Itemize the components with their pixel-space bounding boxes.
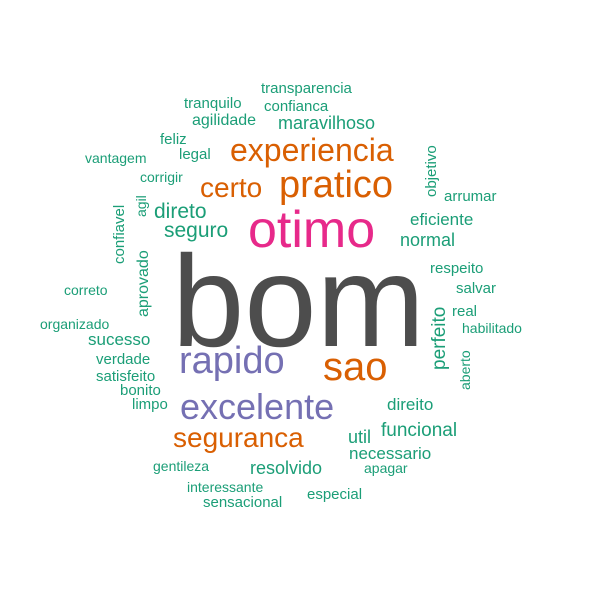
word-excelente: excelente bbox=[180, 386, 335, 427]
word-bom: bom bbox=[172, 228, 425, 374]
word-pratico: pratico bbox=[279, 164, 394, 206]
word-certo: certo bbox=[200, 172, 263, 203]
word-vantagem: vantagem bbox=[85, 150, 147, 166]
word-agilidade: agilidade bbox=[192, 112, 257, 129]
word-limpo: limpo bbox=[132, 396, 168, 413]
word-gentileza: gentileza bbox=[153, 458, 210, 474]
word-objetivo: objetivo bbox=[423, 145, 440, 197]
word-arrumar: arrumar bbox=[444, 188, 497, 205]
word-interessante: interessante bbox=[187, 479, 264, 495]
word-real: real bbox=[452, 303, 478, 320]
word-satisfeito: satisfeito bbox=[96, 368, 156, 385]
word-maravilhoso: maravilhoso bbox=[278, 113, 376, 133]
word-eficiente: eficiente bbox=[410, 210, 474, 229]
word-legal: legal bbox=[179, 146, 211, 163]
word-habilitado: habilitado bbox=[462, 320, 522, 336]
word-verdade: verdade bbox=[96, 351, 151, 368]
word-sao: sao bbox=[323, 345, 388, 389]
word-necessario: necessario bbox=[349, 444, 432, 463]
word-bonito: bonito bbox=[120, 382, 161, 399]
word-seguro: seguro bbox=[164, 219, 229, 242]
word-salvar: salvar bbox=[456, 280, 497, 297]
word-direito: direito bbox=[387, 395, 434, 414]
word-tranquilo: tranquilo bbox=[184, 95, 242, 112]
word-apagar: apagar bbox=[364, 460, 408, 476]
word-funcional: funcional bbox=[381, 420, 458, 441]
word-confiavel: confiavel bbox=[111, 204, 128, 264]
word-otimo: otimo bbox=[248, 201, 376, 259]
word-aberto: aberto bbox=[457, 350, 473, 390]
word-normal: normal bbox=[400, 230, 456, 250]
word-sucesso: sucesso bbox=[88, 330, 151, 349]
word-aprovado: aprovado bbox=[135, 250, 152, 317]
word-perfeito: perfeito bbox=[429, 306, 450, 370]
word-experiencia: experiencia bbox=[230, 132, 394, 168]
word-direto: direto bbox=[154, 200, 207, 223]
word-especial: especial bbox=[307, 486, 363, 503]
word-respeito: respeito bbox=[430, 260, 484, 277]
word-agil: agil bbox=[133, 195, 149, 217]
word-transparencia: transparencia bbox=[261, 80, 352, 97]
word-correto: correto bbox=[64, 282, 108, 298]
word-util: util bbox=[348, 427, 372, 447]
word-feliz: feliz bbox=[160, 131, 187, 148]
word-seguranca: seguranca bbox=[173, 422, 304, 453]
word-resolvido: resolvido bbox=[250, 458, 323, 478]
word-sensacional: sensacional bbox=[203, 494, 283, 511]
word-organizado: organizado bbox=[40, 316, 110, 332]
word-rapido: rapido bbox=[179, 340, 285, 382]
word-corrigir: corrigir bbox=[140, 169, 183, 185]
word-confianca: confianca bbox=[264, 98, 329, 115]
